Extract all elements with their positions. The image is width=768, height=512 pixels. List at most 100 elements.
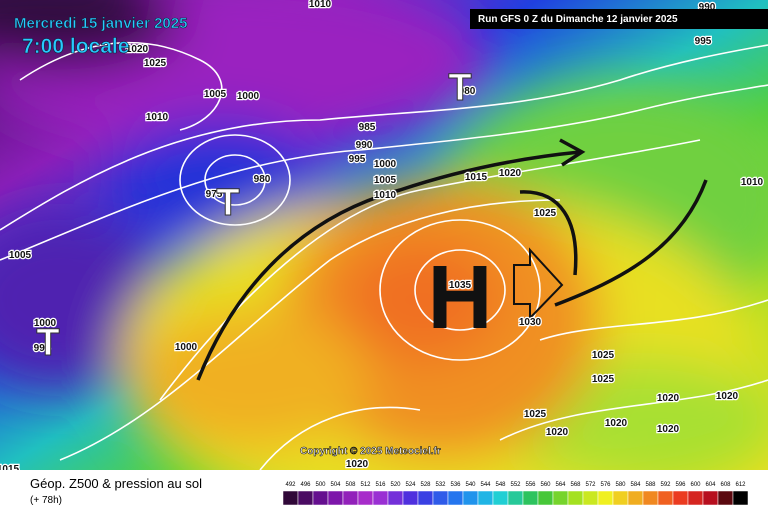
flow-arrows (196, 138, 708, 381)
scale-swatch (537, 490, 554, 506)
scale-label: 520 (390, 482, 401, 488)
scale-swatch (522, 490, 539, 506)
scale-swatch (327, 490, 344, 506)
scale-swatch (312, 490, 329, 506)
scale-label: 576 (600, 482, 611, 488)
isobar-label: 1020 (499, 168, 522, 179)
isobar-label: 995 (695, 36, 712, 47)
scale-label: 556 (525, 482, 536, 488)
scale-label: 568 (570, 482, 581, 488)
isobar-label: 1025 (144, 58, 167, 69)
isobar-label: 1020 (346, 459, 369, 470)
scale-swatch (402, 490, 419, 506)
scale-label: 600 (690, 482, 701, 488)
isobar-label: 1030 (519, 317, 542, 328)
isobar-label: 1015 (465, 172, 488, 183)
scale-label: 512 (360, 482, 371, 488)
forecast-time: 7:00 locale (22, 35, 129, 58)
scale-label: 508 (345, 482, 356, 488)
scale-swatch (282, 490, 299, 506)
isobar-label: 1010 (374, 190, 397, 201)
isobar-label: 1020 (657, 424, 680, 435)
scale-label: 500 (315, 482, 326, 488)
scale-label: 608 (720, 482, 731, 488)
scale-swatch (612, 490, 629, 506)
isobar-label: 1020 (716, 391, 739, 402)
scale-label: 524 (405, 482, 416, 488)
forecast-date: Mercredi 15 janvier 2025 (14, 15, 187, 32)
scale-label: 552 (510, 482, 521, 488)
isobar-label: 1035 (449, 280, 472, 291)
copyright: Copyright © 2025 Meteociel.fr (300, 446, 441, 457)
run-info: Run GFS 0 Z du Dimanche 12 janvier 2025 (478, 14, 678, 25)
scale-swatch (507, 490, 524, 506)
scale-label: 548 (495, 482, 506, 488)
isobar-label: 1005 (204, 89, 227, 100)
scale-swatch (642, 490, 659, 506)
isobar-label: 1005 (9, 250, 32, 261)
scale-swatch (552, 490, 569, 506)
scale-swatch (732, 490, 749, 506)
scale-label: 544 (480, 482, 491, 488)
isobar-label: 1020 (605, 418, 628, 429)
scale-label: 580 (615, 482, 626, 488)
footer-subtitle: (+ 78h) (30, 495, 62, 506)
scale-label: 532 (435, 482, 446, 488)
scale-label: 612 (735, 482, 746, 488)
high-arrow (513, 247, 564, 321)
isobar-label: 980 (459, 86, 476, 97)
run-box (470, 9, 768, 29)
isobar-labels: 1020 1025 1005 1000 1010 980 985 990 995 1000 1005… (0, 0, 765, 476)
scale-swatch (567, 490, 584, 506)
scale-swatch (672, 490, 689, 506)
isobar-label: 1010 (146, 112, 169, 123)
isobar-label: 1010 (741, 177, 764, 188)
isobar-label: 995 (34, 343, 51, 354)
isobar-label: 1010 (309, 0, 332, 10)
pressure-center: T (448, 67, 471, 109)
scale-label: 604 (705, 482, 716, 488)
scale-label: 540 (465, 482, 476, 488)
scale-swatch (297, 490, 314, 506)
isobar-label: 985 (359, 122, 376, 133)
scale-swatch (597, 490, 614, 506)
scale-label: 536 (450, 482, 461, 488)
scale-swatch (342, 490, 359, 506)
isobar-label: 1000 (34, 318, 57, 329)
scale-label: 564 (555, 482, 566, 488)
scale-swatch (582, 490, 599, 506)
scale-label: 596 (675, 482, 686, 488)
scale-label: 496 (300, 482, 311, 488)
scale-label: 528 (420, 482, 431, 488)
isobar-label: 1025 (592, 350, 615, 361)
isobar-label: 990 (356, 140, 373, 151)
scale-label: 492 (285, 482, 296, 488)
pressure-center: T (216, 182, 239, 224)
isobar-label: 1000 (374, 159, 397, 170)
pressure-center: H (428, 248, 493, 348)
isobar-label: 1020 (126, 44, 149, 55)
scale-label: 560 (540, 482, 551, 488)
isobar-label: 980 (254, 174, 271, 185)
scale-swatch (417, 490, 434, 506)
scale-swatch (372, 490, 389, 506)
scale-swatch (462, 490, 479, 506)
pressure-center: T (36, 322, 59, 364)
isobar-label: 1025 (592, 374, 615, 385)
isobar-label: 975 (206, 189, 223, 200)
scale-label: 592 (660, 482, 671, 488)
scale-label: 588 (645, 482, 656, 488)
footer-title: Géop. Z500 & pression au sol (30, 476, 202, 491)
scale-swatch (687, 490, 704, 506)
scale-label: 516 (375, 482, 386, 488)
scale-swatch (657, 490, 674, 506)
scale-swatch (702, 490, 719, 506)
isobar-label: 1000 (175, 342, 198, 353)
scale-swatch (477, 490, 494, 506)
scale-label: 504 (330, 482, 341, 488)
scale-swatch (717, 490, 734, 506)
isobar-label: 1025 (524, 409, 547, 420)
scale-label: 572 (585, 482, 596, 488)
